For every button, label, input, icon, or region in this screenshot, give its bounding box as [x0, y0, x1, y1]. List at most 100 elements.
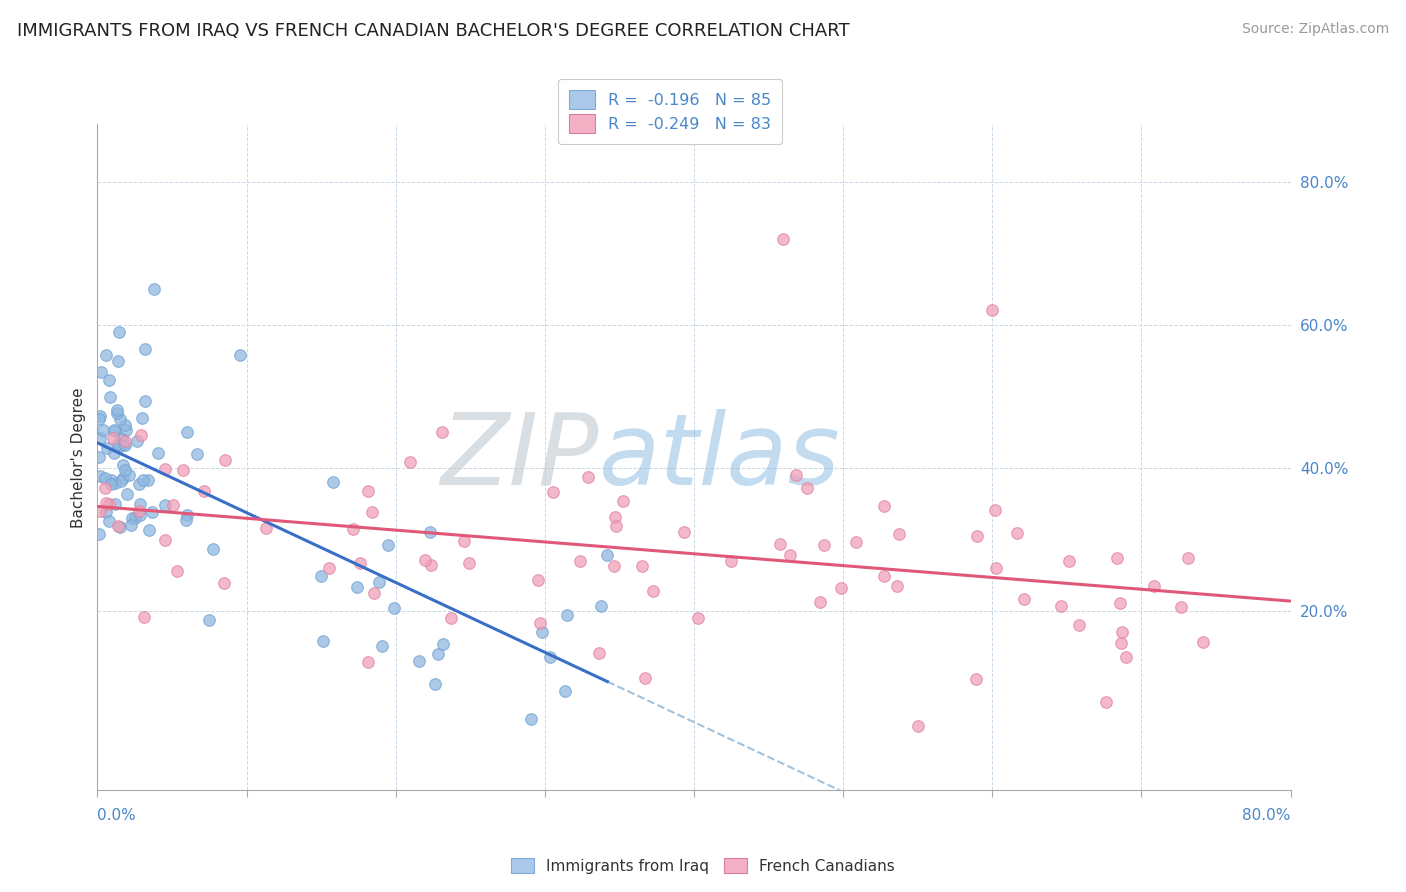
Point [808, 595, 831, 609]
Point [110, 440, 132, 454]
Text: 80.0%: 80.0% [1243, 808, 1291, 823]
Text: IMMIGRANTS FROM IRAQ VS FRENCH CANADIAN BACHELOR'S DEGREE CORRELATION CHART: IMMIGRANTS FROM IRAQ VS FRENCH CANADIAN … [17, 22, 849, 40]
Point [889, 527, 911, 541]
Point [228, 348, 250, 362]
Point [432, 637, 454, 651]
Point [457, 557, 479, 571]
Point [136, 473, 159, 487]
Point [984, 561, 1007, 575]
Point [357, 483, 380, 498]
Point [96, 441, 118, 455]
Point [142, 282, 165, 296]
Point [720, 554, 742, 568]
Point [141, 505, 163, 519]
Point [202, 542, 225, 557]
Point [118, 467, 141, 482]
Point [984, 503, 1007, 517]
Point [630, 558, 652, 573]
Point [128, 503, 150, 517]
Point [176, 425, 198, 439]
Point [596, 548, 619, 562]
Point [311, 569, 333, 583]
Point [214, 453, 236, 467]
Point [131, 411, 153, 425]
Point [603, 509, 626, 524]
Point [101, 431, 124, 445]
Point [886, 579, 908, 593]
Point [114, 438, 136, 452]
Point [212, 576, 235, 591]
Point [569, 554, 592, 568]
Point [672, 524, 695, 539]
Point [322, 475, 344, 489]
Point [357, 655, 380, 669]
Point [612, 493, 634, 508]
Point [104, 497, 127, 511]
Point [103, 423, 125, 437]
Point [89, 468, 111, 483]
Point [107, 518, 129, 533]
Point [361, 505, 384, 519]
Point [89, 504, 111, 518]
Point [520, 712, 543, 726]
Point [107, 353, 129, 368]
Point [413, 552, 436, 566]
Point [346, 580, 368, 594]
Point [318, 561, 340, 575]
Point [103, 446, 125, 460]
Point [427, 647, 450, 661]
Point [114, 434, 136, 448]
Point [1012, 591, 1035, 606]
Point [368, 574, 391, 589]
Point [382, 600, 405, 615]
Point [1177, 550, 1199, 565]
Point [98, 497, 121, 511]
Point [1111, 624, 1133, 639]
Point [588, 646, 610, 660]
Point [129, 428, 152, 442]
Point [110, 474, 132, 488]
Point [132, 473, 155, 487]
Point [576, 470, 599, 484]
Point [134, 343, 156, 357]
Point [589, 599, 612, 614]
Point [1050, 599, 1073, 613]
Point [153, 462, 176, 476]
Point [1067, 617, 1090, 632]
Point [94, 471, 117, 485]
Point [538, 649, 561, 664]
Point [1094, 695, 1116, 709]
Point [98, 390, 121, 404]
Point [127, 434, 149, 449]
Point [349, 557, 371, 571]
Point [128, 497, 150, 511]
Point [100, 473, 122, 487]
Point [641, 583, 664, 598]
Point [108, 412, 131, 426]
Text: Source: ZipAtlas.com: Source: ZipAtlas.com [1241, 22, 1389, 37]
Text: atlas: atlas [599, 409, 841, 506]
Point [146, 446, 169, 460]
Point [845, 535, 868, 549]
Point [94, 496, 117, 510]
Point [94, 504, 117, 518]
Point [114, 463, 136, 477]
Point [813, 538, 835, 552]
Text: 0.0%: 0.0% [97, 808, 136, 823]
Text: ZIP: ZIP [440, 409, 599, 506]
Point [89, 409, 111, 424]
Point [98, 373, 121, 387]
Point [129, 508, 152, 522]
Point [254, 520, 277, 534]
Point [120, 518, 142, 533]
Point [87, 526, 110, 541]
Point [138, 524, 160, 538]
Point [176, 508, 198, 522]
Point [408, 654, 430, 668]
Point [100, 476, 122, 491]
Point [110, 432, 132, 446]
Point [772, 232, 794, 246]
Point [605, 519, 627, 533]
Point [526, 573, 548, 587]
Point [112, 471, 135, 485]
